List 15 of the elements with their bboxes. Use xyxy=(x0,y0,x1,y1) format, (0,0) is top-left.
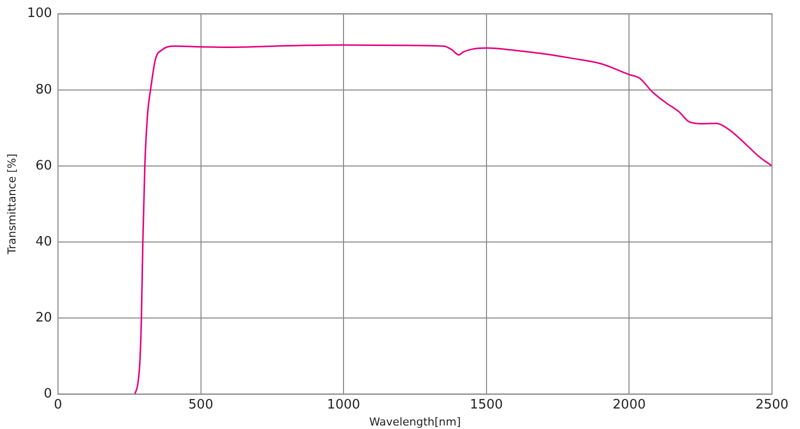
y-tick-label: 20 xyxy=(35,310,52,326)
x-tick-label: 0 xyxy=(54,397,62,412)
y-tick-label: 100 xyxy=(27,6,52,22)
x-tick-label: 2000 xyxy=(612,397,646,412)
y-tick-label: 0 xyxy=(44,386,52,402)
x-tick-label: 500 xyxy=(188,397,214,412)
x-axis-title: Wavelength[nm] xyxy=(369,415,461,428)
y-tick-label: 60 xyxy=(35,158,52,174)
x-tick-label: 1000 xyxy=(327,397,360,412)
y-tick-label: 40 xyxy=(35,234,52,250)
line-series xyxy=(134,44,772,394)
x-tick-label: 1500 xyxy=(470,397,503,412)
y-axis-title: Transmittance [%] xyxy=(5,154,18,256)
y-tick-label: 80 xyxy=(35,82,52,98)
x-tick-label: 2500 xyxy=(755,397,789,412)
